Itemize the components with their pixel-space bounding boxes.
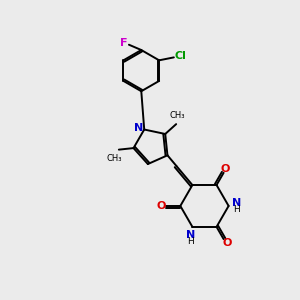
Text: O: O [220,164,230,174]
Text: CH₃: CH₃ [169,111,185,120]
Text: N: N [186,230,196,240]
Text: O: O [156,201,166,211]
Text: F: F [120,38,127,48]
Text: Cl: Cl [174,51,186,61]
Text: N: N [232,198,242,208]
Text: CH₃: CH₃ [107,154,122,163]
Text: H: H [188,237,194,246]
Text: H: H [233,205,240,214]
Text: N: N [134,123,144,133]
Text: O: O [223,238,232,248]
